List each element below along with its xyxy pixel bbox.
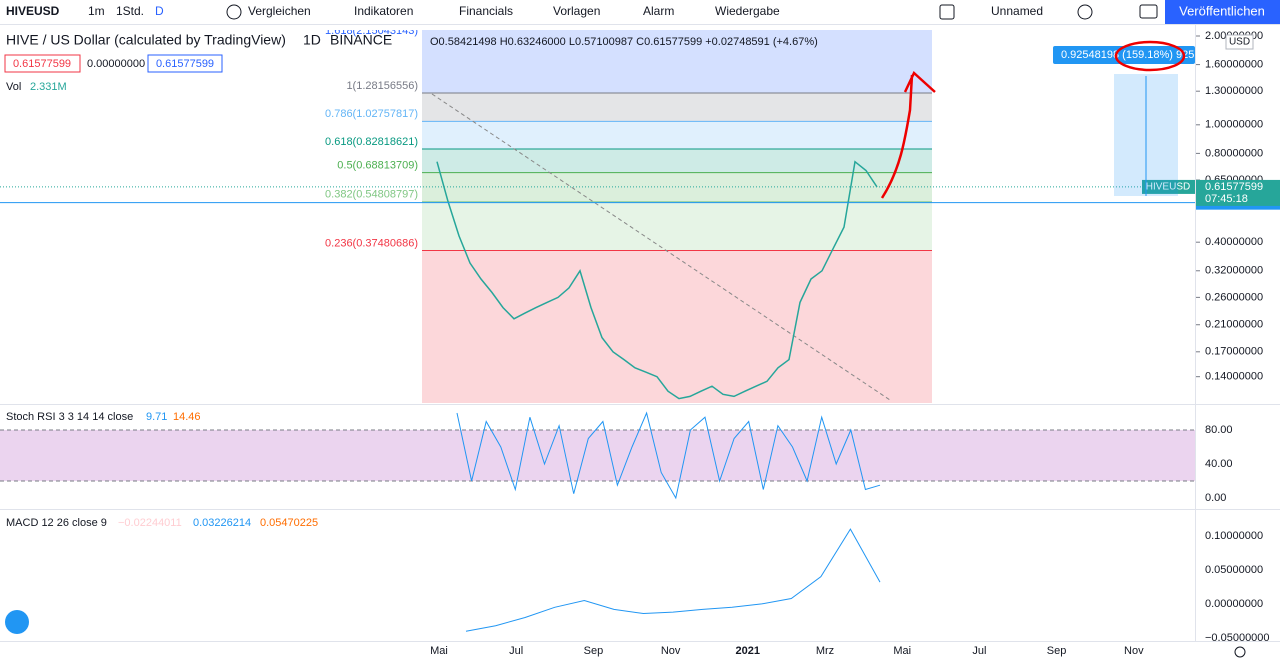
camera-icon[interactable]: [1139, 4, 1158, 19]
volume-value: 2.331M: [30, 81, 67, 93]
x-tick-label: 2021: [736, 645, 760, 657]
legend-box-text: 0.00000000: [87, 58, 145, 70]
publish-button[interactable]: [1165, 0, 1280, 24]
stoch-legend: Stoch RSI 3 3 14 14 close: [6, 411, 133, 423]
y-tick-label: 0.14000000: [1205, 371, 1263, 383]
toolbar-button[interactable]: Financials: [459, 4, 513, 18]
y-tick-label: 0.10000000: [1205, 530, 1263, 542]
y-tick-label: 0.26000000: [1205, 291, 1263, 303]
fib-label: 0.618(0.82818621): [325, 136, 418, 148]
macd-line: [465, 528, 881, 632]
fib-label: 0.786(1.02757817): [325, 108, 418, 120]
legend-interval: 1D: [303, 32, 321, 48]
x-tick-label: Mai: [430, 645, 448, 657]
icon: [226, 4, 242, 20]
toolbar-button[interactable]: Indikatoren: [354, 4, 413, 18]
fib-band: [422, 201, 932, 251]
interval[interactable]: D: [155, 4, 164, 18]
legend-box: [147, 54, 223, 73]
measure-label-bg: [1053, 46, 1195, 64]
legend-exchange: BINANCE: [330, 32, 392, 48]
stoch-k: 9.71: [146, 411, 167, 423]
macd-hist: −0.02244011: [118, 517, 182, 529]
y-tick-label: 1.60000000: [1205, 58, 1263, 70]
measure-label: 0.92548198 (159.18%) 925: [1061, 49, 1194, 61]
toolbar-button[interactable]: Vorlagen: [553, 4, 600, 18]
fib-label: 0.382(0.54808797): [325, 189, 418, 201]
x-tick-label: Nov: [1124, 645, 1144, 657]
fib-band: [422, 30, 932, 94]
macd-line-value: 0.03226214: [193, 517, 251, 529]
legend-ohlc: O0.58421498 H0.63246000 L0.57100987 C0.6…: [430, 36, 818, 48]
y-tick-label: −0.05000000: [1205, 632, 1270, 644]
y-tick-label: 1.30000000: [1205, 85, 1263, 97]
fib-band: [422, 93, 932, 122]
settings-icon[interactable]: [1234, 646, 1246, 658]
legend-box-text: 0.61577599: [13, 58, 71, 70]
x-tick-label: Sep: [584, 645, 604, 657]
fib-label: 1.618(2.15043143): [325, 25, 418, 37]
settings-icon[interactable]: [1077, 4, 1093, 20]
drawing-arrow: [880, 70, 936, 199]
stoch-d: 14.46: [173, 411, 201, 423]
interval[interactable]: 1Std.: [116, 4, 144, 18]
layout-name[interactable]: Unnamed: [991, 4, 1043, 18]
fib-band: [422, 148, 932, 173]
y-tick-label: 40.00: [1205, 458, 1233, 470]
logo[interactable]: [5, 610, 29, 634]
drawing-circle: [1114, 40, 1186, 72]
legend-box: [4, 54, 81, 73]
interval[interactable]: 1m: [88, 4, 105, 18]
legend-title: HIVE / US Dollar (calculated by TradingV…: [6, 32, 286, 48]
fib-band: [422, 121, 932, 149]
rsi-band: [0, 429, 1195, 481]
y-tick-label: 0.00000000: [1205, 598, 1263, 610]
countdown: 07:45:18: [1205, 193, 1248, 205]
toolbar-button[interactable]: Vergleichen: [248, 4, 311, 18]
x-tick-label: Mai: [893, 645, 911, 657]
y-tick-label: 0.32000000: [1205, 265, 1263, 277]
fib-label: 0.236(0.37480686): [325, 237, 418, 249]
symbol-tag: [1142, 179, 1195, 194]
x-tick-label: Sep: [1047, 645, 1067, 657]
fib-label: 1(1.28156556): [346, 80, 418, 92]
last-price-label: 0.61577599: [1205, 181, 1263, 193]
x-tick-label: Jul: [972, 645, 986, 657]
fib-label: 0.5(0.68813709): [337, 160, 418, 172]
volume-label: Vol: [6, 81, 21, 93]
y-tick-label: 0.05000000: [1205, 564, 1263, 576]
toolbar: [0, 0, 1280, 24]
symbol[interactable]: HIVEUSD: [6, 4, 60, 18]
last-price-tag: [1196, 179, 1280, 206]
x-tick-label: Jul: [509, 645, 523, 657]
price-line: [436, 160, 878, 400]
y-tick-label: 0.80000000: [1205, 147, 1263, 159]
x-tick-label: Nov: [661, 645, 681, 657]
toolbar-button[interactable]: Alarm: [643, 4, 674, 18]
currency-box: [1225, 34, 1254, 50]
icon[interactable]: [939, 4, 955, 20]
legend-box-text: 0.61577599: [156, 58, 214, 70]
publish-label[interactable]: Veröffentlichen: [1179, 3, 1265, 18]
y-tick-label: 0.40000000: [1205, 236, 1263, 248]
fib-band: [422, 250, 932, 403]
macd-legend: MACD 12 26 close 9: [6, 517, 107, 529]
y-tick-label: 1.00000000: [1205, 119, 1263, 131]
symbol-tag-label: HIVEUSD: [1146, 182, 1190, 193]
y-tick-label: 0.17000000: [1205, 346, 1263, 358]
y-tick-label: 80.00: [1205, 424, 1233, 436]
currency-label: USD: [1229, 37, 1250, 48]
trend-line: [431, 93, 891, 401]
y-tick-label: 0.00: [1205, 492, 1226, 504]
y-tick-label: 0.21000000: [1205, 319, 1263, 331]
toolbar-button[interactable]: Wiedergabe: [715, 4, 780, 18]
stoch-k-line: [456, 411, 881, 500]
macd-signal-value: 0.05470225: [260, 517, 318, 529]
x-tick-label: Mrz: [816, 645, 834, 657]
